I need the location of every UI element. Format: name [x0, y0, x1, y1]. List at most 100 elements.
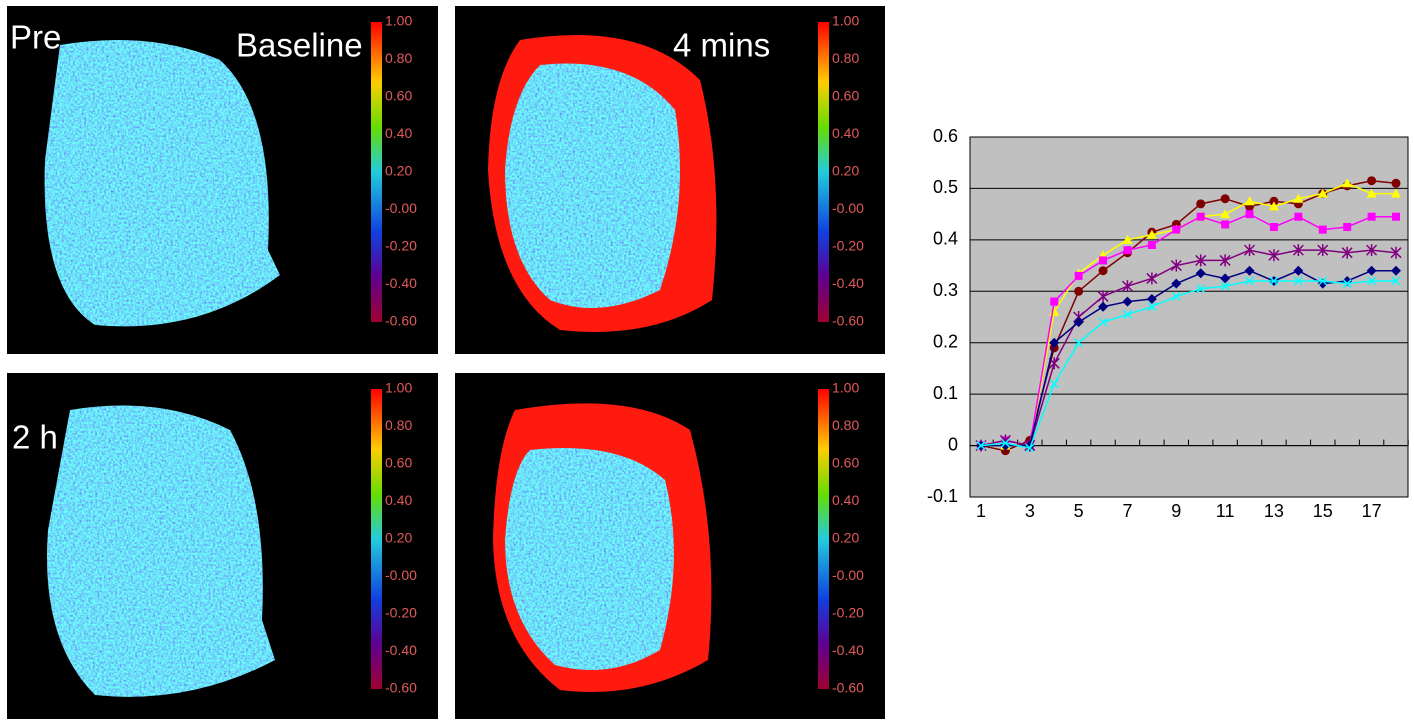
marker [1074, 271, 1083, 280]
panel [7, 6, 438, 354]
colorbar-label: -0.00 [832, 567, 864, 583]
colorbar-label: -0.40 [385, 642, 417, 658]
y-tick-label: 0.6 [933, 126, 958, 146]
marker [1196, 284, 1206, 294]
marker [1220, 273, 1231, 284]
series-line [980, 280, 1396, 450]
marker [1220, 194, 1230, 204]
colorbar-label: -0.40 [385, 275, 417, 291]
x-tick-label: 7 [1122, 501, 1132, 521]
marker [1244, 265, 1255, 276]
marker [1000, 438, 1010, 448]
marker [1268, 249, 1280, 262]
colorbar-label: -0.60 [385, 680, 417, 696]
marker [1318, 276, 1328, 286]
y-tick-label: 0 [948, 434, 958, 454]
marker [1269, 276, 1279, 286]
colorbar-label: 0.60 [832, 455, 859, 471]
colorbar: 1.00 0.80 0.60 0.40 0.20 -0.00 -0.20 -0.40 -0.60 [371, 380, 417, 696]
y-tick-label: 0.2 [933, 331, 958, 351]
marker [1244, 196, 1255, 206]
marker [1391, 188, 1401, 198]
marker [1391, 178, 1401, 188]
marker [1172, 225, 1181, 234]
colorbar-label: -0.20 [385, 605, 417, 621]
colorbar-label: 0.80 [385, 50, 412, 66]
colorbar-label: 0.80 [832, 50, 859, 66]
marker [1220, 281, 1230, 291]
colorbar-label: -0.20 [832, 238, 864, 254]
x-tick-label: 3 [1025, 501, 1035, 521]
marker [1367, 276, 1377, 286]
marker [1196, 199, 1206, 209]
marker [1221, 220, 1230, 229]
x-tick-label: 17 [1362, 501, 1382, 521]
marker [1122, 234, 1133, 244]
marker [1343, 223, 1352, 231]
marker [1171, 291, 1181, 301]
colorbar-label: 0.40 [832, 125, 859, 141]
marker [1391, 265, 1401, 276]
colorbar-label: 0.80 [385, 417, 412, 433]
colorbar: 1.00 0.80 0.60 0.40 0.20 -0.00 -0.20 -0.40 -0.60 [818, 380, 864, 696]
marker [1318, 225, 1327, 234]
series-line [980, 213, 1396, 447]
marker [1146, 229, 1157, 239]
marker [1196, 212, 1205, 221]
panel [455, 6, 885, 354]
marker [1366, 265, 1377, 276]
y-tick-label: 0.5 [933, 177, 958, 197]
colorbar-label: -0.00 [832, 200, 864, 216]
colorbar-label: 0.60 [832, 88, 859, 104]
panel-label: Baseline [236, 27, 363, 64]
marker [1025, 443, 1035, 453]
y-tick-label: 0.3 [933, 280, 958, 300]
colorbar-label: -0.40 [832, 275, 864, 291]
marker [1098, 301, 1109, 312]
y-tick-label: 0.1 [933, 383, 958, 403]
colorbar-label: -0.60 [832, 313, 864, 329]
colorbar-label: -0.60 [832, 680, 864, 696]
panel-label: 4 mins [673, 27, 770, 64]
marker [1391, 276, 1401, 286]
marker [1367, 176, 1377, 186]
marker [1049, 379, 1059, 389]
marker [1268, 201, 1279, 211]
marker [1122, 309, 1133, 319]
colorbar-label: -0.00 [385, 567, 417, 583]
marker [1074, 286, 1084, 296]
colorbar-label: 0.20 [385, 530, 412, 546]
colorbar-label: 0.20 [832, 163, 859, 179]
marker [1121, 280, 1134, 293]
marker [1050, 297, 1059, 306]
panel [7, 373, 438, 719]
y-tick-label: -0.1 [927, 486, 958, 506]
colorbar-label: 0.60 [385, 88, 412, 104]
marker [1147, 302, 1157, 312]
marker [1170, 259, 1182, 272]
marker [1074, 338, 1084, 348]
colorbar-label: 1.00 [385, 13, 412, 29]
marker [1342, 279, 1352, 289]
x-tick-label: 13 [1264, 501, 1284, 521]
marker [1243, 244, 1256, 257]
marker [1244, 276, 1255, 286]
marker [1220, 209, 1231, 219]
marker [1122, 296, 1133, 307]
marker [1317, 244, 1329, 257]
marker [1146, 294, 1157, 304]
series-line [980, 249, 1397, 447]
marker [1073, 317, 1084, 328]
marker [1097, 290, 1109, 303]
marker [1293, 265, 1304, 276]
colorbar-scale [371, 22, 382, 322]
panel-label: Pre [10, 19, 61, 56]
colorbar-label: -0.00 [385, 200, 417, 216]
marker [1367, 212, 1376, 221]
x-tick-label: 9 [1171, 501, 1181, 521]
marker [1317, 188, 1328, 198]
x-tick-label: 5 [1074, 501, 1084, 521]
colorbar-label: 0.80 [832, 417, 859, 433]
